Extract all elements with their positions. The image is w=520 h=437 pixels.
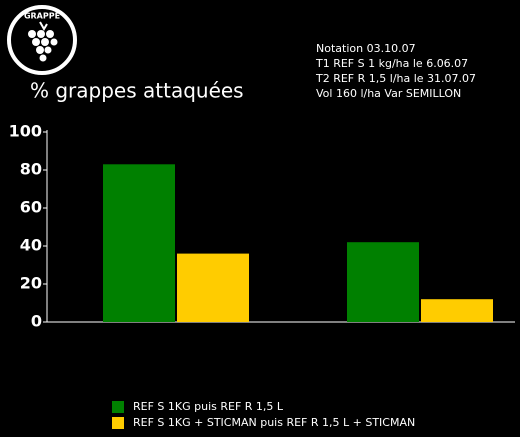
bar (103, 164, 175, 322)
logo-grapes (28, 21, 58, 62)
legend-swatch (112, 417, 124, 429)
y-tick-label: 20 (20, 274, 42, 293)
y-tick-label: 80 (20, 160, 42, 179)
legend-label: REF S 1KG puis REF R 1,5 L (133, 400, 284, 413)
notes: Notation 03.10.07 T1 REF S 1 kg/ha le 6.… (315, 42, 476, 100)
bar (347, 242, 419, 322)
y-tick-label: 0 (31, 312, 42, 331)
logo-text: GRAPPE (24, 12, 60, 21)
y-tick-label: 60 (20, 198, 42, 217)
note: T2 REF R 1,5 l/ha le 31.07.07 (315, 72, 476, 85)
y-tick-label: 40 (20, 236, 42, 255)
note: Vol 160 l/ha Var SEMILLON (316, 87, 461, 100)
logo: GRAPPE (7, 5, 77, 75)
chart-title: % grappes attaquées (30, 79, 244, 103)
legend-label: REF S 1KG + STICMAN puis REF R 1,5 L + S… (133, 416, 415, 429)
note: T1 REF S 1 kg/ha le 6.06.07 (315, 57, 468, 70)
legend-swatch (112, 401, 124, 413)
bar (177, 253, 249, 322)
bar (421, 299, 493, 322)
note: Notation 03.10.07 (316, 42, 416, 55)
y-tick-label: 100 (9, 122, 42, 141)
